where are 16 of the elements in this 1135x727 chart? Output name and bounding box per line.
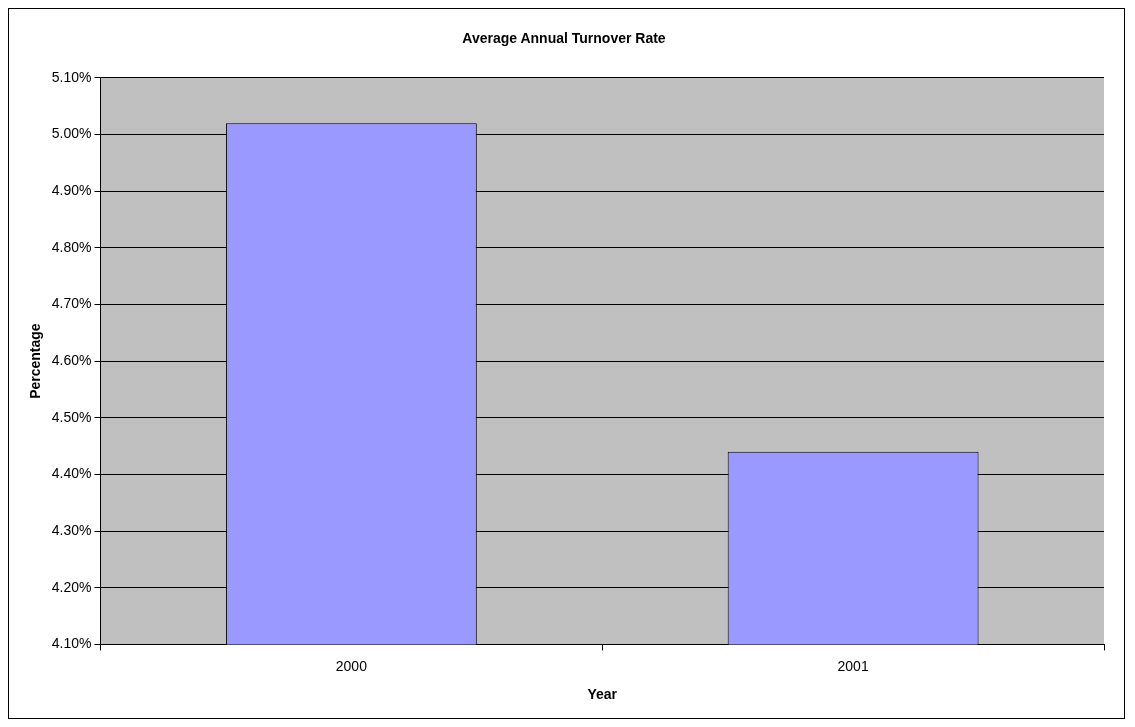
y-tick-label: 4.70% [51, 295, 92, 312]
x-axis-title: Year [587, 686, 618, 703]
x-tick-label: 2001 [837, 657, 869, 674]
x-tick-label: 2000 [335, 657, 368, 674]
chart-title: Average Annual Turnover Rate [462, 30, 666, 47]
y-tick-label: 4.10% [51, 635, 92, 652]
y-axis-title: Percentage [27, 323, 44, 399]
y-tick-label: 4.60% [51, 351, 92, 368]
y-tick-label: 4.90% [51, 181, 92, 198]
y-tick-label: 4.80% [51, 238, 92, 255]
y-tick-label: 4.30% [51, 521, 92, 538]
y-tick-label: 4.20% [51, 578, 92, 595]
y-tick-label: 5.00% [51, 125, 92, 142]
y-tick-label: 4.40% [51, 465, 92, 482]
y-tick-label: 5.10% [51, 68, 92, 85]
y-tick-label: 4.50% [51, 408, 92, 425]
